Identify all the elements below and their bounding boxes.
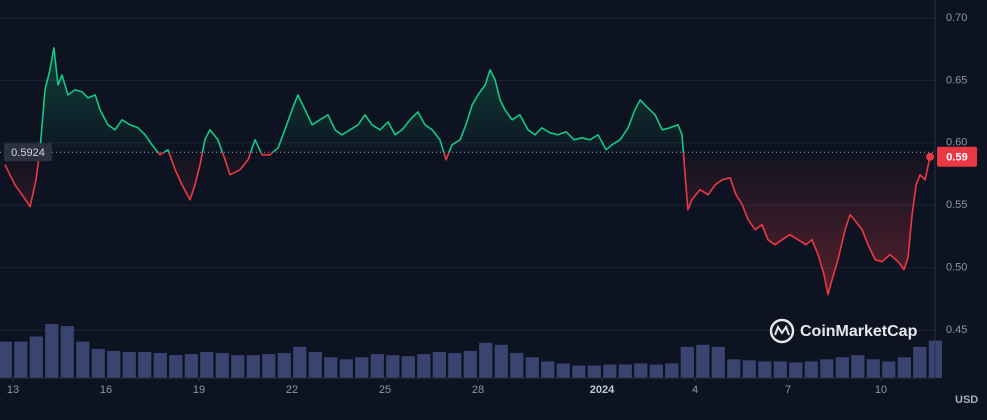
logo-mark <box>774 324 790 336</box>
y-tick-label: 0.50 <box>946 262 967 274</box>
volume-bar <box>804 361 818 378</box>
volume-bar <box>29 336 43 378</box>
volume-bar <box>184 354 198 378</box>
volume-bar <box>308 352 322 378</box>
volume-bar <box>572 365 586 378</box>
volume-bar <box>789 362 803 378</box>
volume-bar <box>401 356 415 378</box>
volume-bar <box>262 354 276 378</box>
volume-bar <box>913 346 927 378</box>
volume-bar <box>153 353 167 378</box>
volume-bar <box>169 355 183 378</box>
volume-bar <box>138 352 152 378</box>
x-tick-label: 22 <box>286 384 298 396</box>
x-tick-label: 13 <box>7 384 19 396</box>
baseline-label: 0.5924 <box>11 147 45 159</box>
volume-bar <box>479 342 493 378</box>
price-area <box>4 47 931 295</box>
y-tick-label: 0.70 <box>946 12 967 24</box>
volume-bar <box>417 354 431 378</box>
volume-bar <box>727 359 741 378</box>
y-tick-label: 0.55 <box>946 199 967 211</box>
volume-bar <box>339 359 353 378</box>
volume-bar <box>215 353 229 378</box>
volume-bar <box>603 364 617 378</box>
volume-bar <box>0 341 12 378</box>
y-tick-label: 0.45 <box>946 324 967 336</box>
price <box>0 47 935 296</box>
x-tick-label: 2024 <box>590 384 615 396</box>
volume <box>0 324 942 378</box>
y-tick-label: 0.60 <box>946 137 967 149</box>
volume-bar <box>649 364 663 378</box>
x-tick-label: 4 <box>692 384 698 396</box>
volume-bar <box>277 353 291 378</box>
x-tick-label: 7 <box>785 384 791 396</box>
volume-bar <box>494 344 508 378</box>
volume-bar <box>556 363 570 378</box>
volume-bar <box>386 355 400 378</box>
volume-bar <box>324 357 338 378</box>
volume-bar <box>711 346 725 378</box>
volume-bar <box>107 351 121 378</box>
logo <box>769 318 795 344</box>
x-tick-label: 10 <box>875 384 887 396</box>
volume-bar <box>773 361 787 378</box>
volume-bar <box>200 352 214 378</box>
volume-bar <box>758 361 772 378</box>
volume-bar <box>45 324 59 378</box>
x-tick-label: 25 <box>379 384 391 396</box>
watermark-text: CoinMarketCap <box>800 323 918 340</box>
volume-bar <box>246 355 260 378</box>
volume-bar <box>448 353 462 378</box>
volume-bar <box>835 357 849 378</box>
volume-bar <box>820 359 834 378</box>
volume-bar <box>370 354 384 378</box>
volume-bar <box>897 357 911 378</box>
y-tick-label: 0.65 <box>946 74 967 86</box>
volume-bar <box>122 352 136 378</box>
volume-bar <box>432 352 446 378</box>
volume-bar <box>587 365 601 378</box>
volume-bar <box>525 357 539 378</box>
price-line <box>4 47 931 296</box>
volume-bar <box>76 341 90 378</box>
volume-bar <box>293 346 307 378</box>
volume-bar <box>866 359 880 378</box>
volume-bar <box>60 326 74 378</box>
volume-bar <box>665 363 679 378</box>
volume-bar <box>463 351 477 378</box>
volume-bar <box>510 353 524 378</box>
last-point <box>926 152 935 161</box>
volume-bar <box>882 361 896 378</box>
volume-bar <box>696 344 710 378</box>
volume-bar <box>91 348 105 378</box>
x-tick-label: 16 <box>100 384 112 396</box>
volume-bar <box>618 364 632 378</box>
labels: 0.70 0.65 0.60 0.55 0.50 0.45 13 16 19 22 25 28 2024… <box>4 12 977 396</box>
baseline-label-box <box>4 143 52 162</box>
last-value-box <box>937 146 977 167</box>
volume-bar <box>231 355 245 378</box>
volume-bar <box>742 360 756 378</box>
currency: USD <box>955 394 978 406</box>
volume-bar <box>851 355 865 378</box>
volume-bar <box>541 361 555 378</box>
volume-bar <box>634 363 648 378</box>
volume-bar <box>14 341 28 378</box>
last-value-label: 0.59 <box>946 152 967 164</box>
volume-bar <box>355 357 369 378</box>
watermark: CoinMarketCap <box>769 318 918 344</box>
x-tick-label: 28 <box>472 384 484 396</box>
x-tick-label: 19 <box>193 384 205 396</box>
volume-bar <box>680 346 694 378</box>
